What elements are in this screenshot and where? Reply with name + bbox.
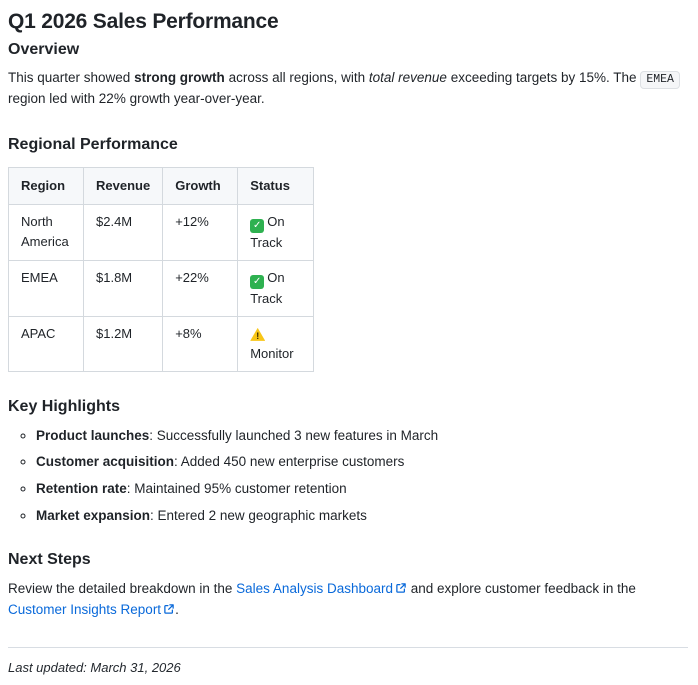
text-fragment: This quarter showed: [8, 70, 135, 85]
text-fragment: across all regions, with: [224, 70, 369, 85]
divider: [8, 646, 688, 648]
highlight-label: Customer acquisition: [36, 454, 175, 470]
list-item-retention-rate: Retention rate: Maintained 95% customer …: [36, 479, 688, 499]
section-heading-next-steps: Next Steps: [8, 551, 91, 569]
list-item-product-launches: Product launches: Successfully launched …: [36, 426, 688, 446]
highlight-text: : Entered 2 new geographic markets: [150, 507, 367, 523]
external-link-icon: [396, 583, 406, 593]
overview-paragraph: This quarter showed strong growth across…: [8, 68, 688, 110]
text-fragment: Review the detailed breakdown in the: [8, 581, 237, 597]
highlight-text: : Added 450 new enterprise customers: [174, 454, 405, 470]
sales-analysis-dashboard-link[interactable]: Sales Analysis Dashboard: [236, 581, 407, 596]
highlight-label: Product launches: [36, 427, 150, 443]
status-cell: ✓ On Track: [237, 259, 315, 317]
link-text: Sales Analysis Dashboard: [236, 581, 393, 597]
bold-text: strong growth: [134, 70, 225, 85]
next-steps-paragraph: Review the detailed breakdown in the Sal…: [8, 579, 688, 621]
external-link-icon: [164, 604, 174, 614]
revenue-cell: $1.2M: [82, 315, 164, 372]
table-header-row: Region Revenue Growth Status: [8, 166, 315, 205]
column-header-region: Region: [8, 166, 84, 205]
revenue-cell: $1.8M: [82, 259, 164, 317]
check-icon: ✓: [250, 218, 265, 233]
section-heading-overview: Overview: [8, 41, 80, 58]
page-title: Q1 2026 Sales Performance: [8, 10, 279, 33]
region-cell: APAC: [8, 315, 84, 372]
status-cell: ✓ On Track: [237, 203, 315, 261]
text-fragment: region led with 22% growth year-over-yea…: [8, 90, 265, 106]
check-icon: ✓: [250, 274, 265, 289]
growth-cell: +12%: [162, 203, 239, 261]
status-text: On Track: [250, 213, 285, 250]
text-fragment: and explore customer feedback in the: [407, 581, 636, 597]
column-header-status: Status: [237, 166, 315, 205]
warning-icon: !: [250, 327, 266, 341]
last-updated-note: Last updated: March 31, 2026: [8, 659, 181, 675]
highlight-text: : Maintained 95% customer retention: [126, 480, 347, 496]
status-text: Monitor: [250, 345, 294, 361]
link-text: Customer Insights Report: [8, 602, 162, 618]
inline-code-emea: EMEA: [640, 71, 680, 89]
regional-performance-table: Region Revenue Growth Status North Ameri…: [8, 166, 315, 372]
highlight-label: Market expansion: [36, 507, 151, 523]
status-cell: ! Monitor: [237, 315, 315, 372]
table-row-north-america: North America $2.4M +12% ✓ On Track: [8, 203, 315, 261]
text-fragment: .: [175, 602, 179, 618]
status-text: On Track: [250, 269, 285, 306]
section-heading-regional-performance: Regional Performance: [8, 135, 178, 153]
highlight-text: : Successfully launched 3 new features i…: [149, 427, 439, 443]
italic-text: total revenue: [368, 70, 447, 85]
revenue-cell: $2.4M: [82, 203, 164, 261]
growth-cell: +22%: [162, 259, 239, 317]
key-highlights-list: Product launches: Successfully launched …: [8, 426, 688, 525]
document: Q1 2026 Sales Performance Overview This …: [8, 10, 688, 675]
list-item-customer-acquisition: Customer acquisition: Added 450 new ente…: [36, 452, 688, 472]
region-cell: North America: [8, 203, 84, 261]
table-row-emea: EMEA $1.8M +22% ✓ On Track: [8, 259, 315, 317]
list-item-market-expansion: Market expansion: Entered 2 new geograph…: [36, 506, 688, 526]
growth-cell: +8%: [162, 315, 239, 372]
column-header-revenue: Revenue: [82, 166, 164, 205]
column-header-growth: Growth: [162, 166, 239, 205]
table-row-apac: APAC $1.2M +8% ! Monitor: [8, 315, 315, 372]
text-fragment: exceeding targets by 15%. The: [446, 70, 641, 85]
region-cell: EMEA: [8, 259, 84, 317]
customer-insights-report-link[interactable]: Customer Insights Report: [8, 602, 175, 617]
section-heading-key-highlights: Key Highlights: [8, 397, 121, 415]
highlight-label: Retention rate: [36, 480, 127, 496]
